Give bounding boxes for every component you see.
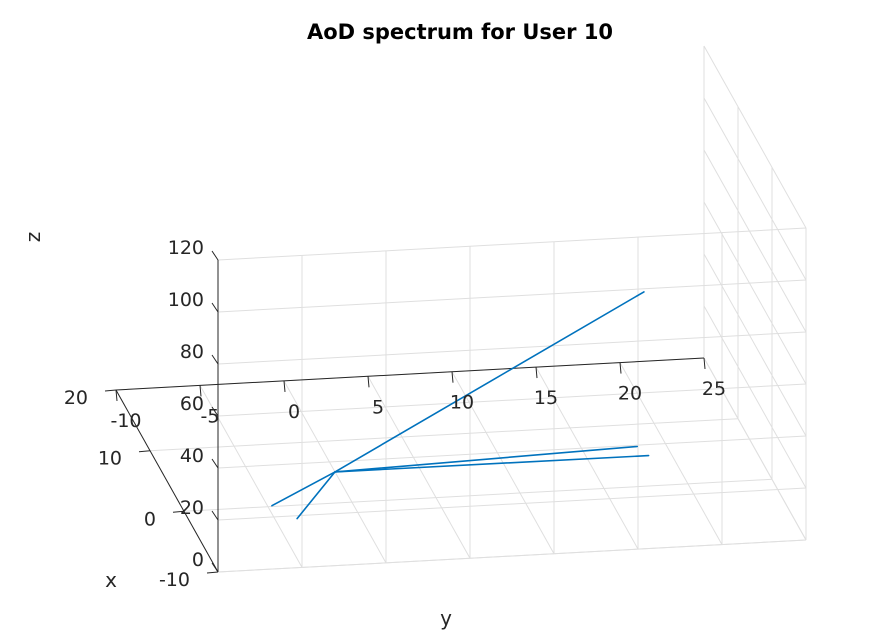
z-tick-label: 40 [180, 445, 204, 467]
grid-line-z-backwall [217, 227, 807, 261]
z-tick-label: 20 [180, 497, 204, 519]
z-axis-label: z [21, 232, 45, 243]
z-tick-mark [211, 510, 219, 521]
y-tick-label: -5 [201, 405, 220, 427]
x-axis-label: x [105, 568, 117, 592]
y-tick-mark [199, 385, 202, 397]
y-tick-mark [451, 371, 454, 383]
x-tick-label: 0 [144, 508, 156, 530]
grid-line-z-sidewall [703, 357, 807, 541]
y-tick-mark [115, 389, 118, 402]
grid-line-z-backwall [217, 487, 807, 521]
z-tick-label: 100 [168, 289, 204, 311]
grid-line-z-sidewall [703, 201, 807, 385]
grid-line-z-backwall [217, 279, 807, 313]
grid-line-z-backwall [217, 539, 807, 573]
z-tick-mark [211, 562, 219, 573]
grid-line-x-floor [183, 478, 773, 512]
grid-line-z-backwall [217, 383, 807, 417]
chart-title: AoD spectrum for User 10 [307, 20, 613, 44]
aod-ray-segment [334, 454, 650, 473]
grid-line-z-backwall [217, 435, 807, 469]
x-tick-mark [172, 510, 185, 513]
x-tick-mark [206, 571, 219, 574]
x-tick-label: 10 [98, 448, 122, 470]
grid-line-z-sidewall [703, 305, 807, 489]
z-tick-label: 60 [180, 393, 204, 415]
data-layer [271, 291, 650, 520]
z-tick-label: 120 [168, 237, 204, 259]
aod-ray-segment [271, 471, 336, 507]
y-tick-label: 5 [372, 396, 384, 418]
z-tick-mark [211, 250, 219, 261]
y-tick-mark [535, 367, 538, 379]
z-tick-mark [211, 302, 219, 313]
y-tick-label: -10 [110, 410, 141, 432]
y-tick-label: 15 [534, 387, 558, 409]
grid-line-x-floor [149, 418, 739, 452]
y-tick-label: 25 [702, 378, 726, 400]
y-axis-line [115, 357, 705, 391]
x-tick-label: 20 [64, 387, 88, 409]
grid-line-z-sidewall [703, 253, 807, 437]
y-tick-label: 10 [450, 392, 474, 414]
z-tick-mark [211, 354, 219, 365]
y-tick-label: 0 [288, 401, 300, 423]
y-tick-mark [619, 362, 622, 374]
z-tick-label: 0 [192, 549, 204, 571]
grid-layer [115, 45, 807, 573]
x-axis-line [115, 389, 219, 573]
grid-line-y-floor [199, 385, 303, 568]
x-tick-label: -10 [159, 569, 190, 591]
y-tick-mark [703, 357, 706, 370]
y-axis-label: y [440, 606, 452, 630]
aod-ray-segment [296, 471, 336, 520]
grid-line-z-sidewall [703, 149, 807, 333]
y-tick-mark [283, 380, 286, 392]
aod-ray-segment [334, 445, 639, 473]
z-tick-mark [211, 406, 219, 417]
y-tick-label: 20 [618, 383, 642, 405]
x-tick-mark [104, 389, 117, 392]
axes-layer [104, 250, 706, 574]
grid-line-z-sidewall [703, 45, 807, 229]
z-tick-mark [211, 458, 219, 469]
grid-line-z-backwall [217, 331, 807, 365]
grid-line-z-sidewall [703, 97, 807, 281]
x-tick-mark [138, 450, 151, 453]
y-tick-mark [367, 376, 370, 388]
aod-ray-segment [334, 291, 645, 473]
z-tick-label: 80 [180, 341, 204, 363]
